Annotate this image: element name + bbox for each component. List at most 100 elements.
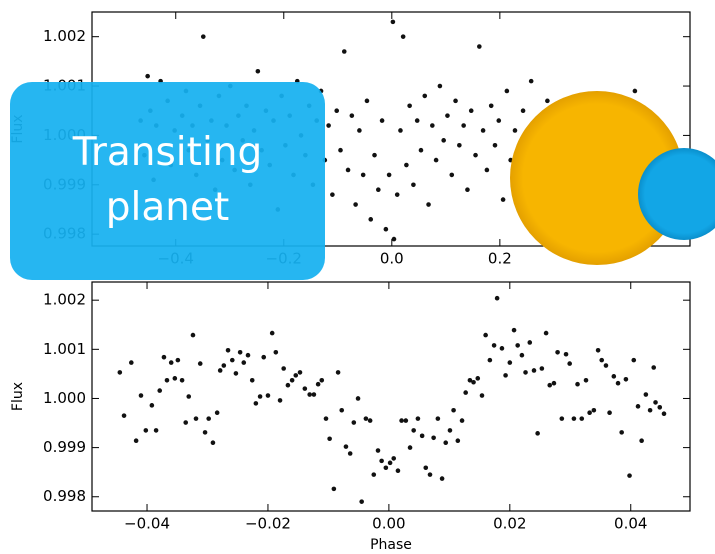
data-point [523,370,528,375]
data-point [143,428,149,433]
data-point [515,343,520,348]
data-point [233,371,239,376]
data-point [463,390,468,395]
data-point [480,128,486,133]
data-point [632,88,638,94]
data-point [653,400,658,405]
data-point [217,368,223,373]
data-point [265,393,271,398]
data-point [293,373,299,378]
data-point [383,226,389,232]
data-point [335,370,341,375]
data-point [364,98,370,104]
data-point [411,182,416,188]
data-point [551,380,557,386]
data-point [175,357,181,363]
data-point [411,428,416,433]
data-point [363,416,369,421]
data-point [547,382,553,388]
data-point [459,418,465,423]
data-point [591,118,596,123]
data-point [549,182,555,188]
transit-badge: Transiting planet [10,82,325,280]
data-point [616,147,621,153]
data-point [445,113,450,118]
data-point [567,361,572,366]
data-point [581,93,586,99]
data-point [623,377,629,382]
data-point [315,381,321,387]
data-point [535,431,540,436]
data-point [414,118,420,123]
data-point [129,360,134,365]
data-point [390,19,396,25]
data-point [172,376,178,381]
data-point [437,83,443,89]
data-point [583,377,589,383]
data-point [639,438,644,444]
data-point [423,465,429,471]
y-tick-label: 0.999 [43,438,86,456]
axes-frame [91,281,691,512]
y-axis-label: Flux [10,382,26,411]
data-point [575,381,580,387]
data-point [543,330,549,336]
data-point [387,460,393,466]
y-tick-label: 1.002 [43,291,86,309]
x-tick-label: −0.04 [124,515,170,533]
data-point [419,433,425,439]
data-point [289,377,295,383]
data-point [168,360,174,365]
data-point [527,340,533,345]
data-point [643,392,649,397]
data-point [368,217,374,222]
data-point [285,382,291,388]
data-point [455,438,461,444]
data-point [441,138,446,143]
y-tick-label: 1.002 [43,27,86,45]
data-point [621,113,627,118]
data-point [375,448,381,453]
data-point [427,472,433,477]
data-point [638,123,643,128]
data-point [190,332,196,338]
data-point [297,370,303,375]
data-point [153,428,159,433]
data-point [435,416,441,421]
data-point [338,147,343,153]
data-point [631,357,637,363]
data-point [599,357,605,363]
data-point [475,376,481,381]
data-point [249,377,255,383]
data-point [121,413,127,418]
data-point [334,108,340,114]
data-point [403,418,409,423]
data-point [326,123,331,128]
y-tick-label: 0.998 [43,487,86,505]
data-point [351,420,357,425]
data-point [210,440,216,445]
data-point [492,142,498,148]
data-point [491,343,497,348]
data-point [214,410,220,416]
data-point [499,346,505,351]
data-point [339,407,345,413]
data-point [372,152,377,158]
data-point [323,416,329,421]
data-point [433,157,439,163]
data-point [627,138,632,143]
data-point [360,172,366,178]
data-point [504,88,510,94]
data-point [430,123,435,128]
data-point [467,377,473,383]
data-point [400,34,406,39]
data-point [202,430,208,435]
data-point [407,103,412,109]
data-point [281,366,286,371]
data-point [635,404,641,409]
data-point [319,377,325,383]
data-point [536,123,542,128]
data-point [496,118,502,123]
data-point [149,403,155,408]
data-point [200,34,206,39]
